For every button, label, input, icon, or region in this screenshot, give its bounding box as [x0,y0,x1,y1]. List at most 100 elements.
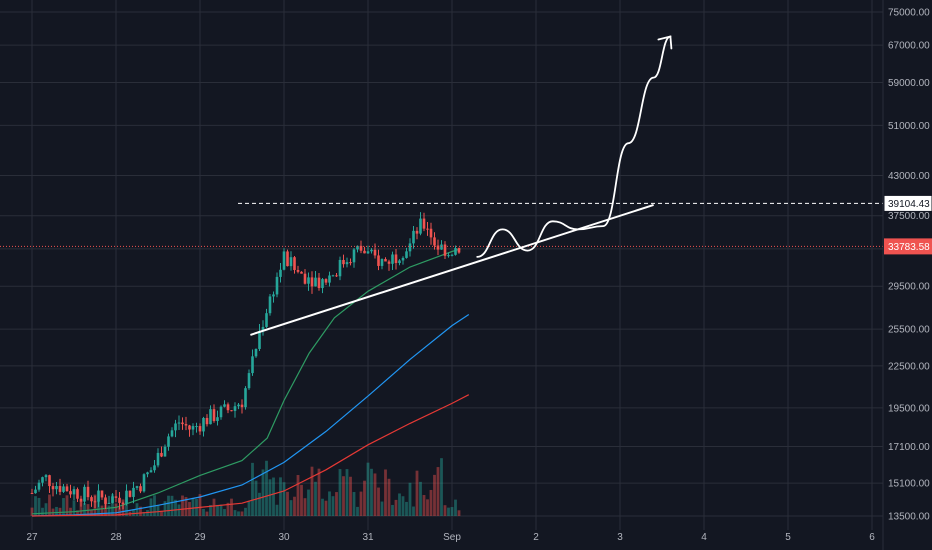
price-axis-label[interactable]: 25500.00 [888,325,930,336]
time-axis-label[interactable]: 3 [617,532,623,543]
candle-body [251,356,254,374]
price-axis-label[interactable]: 29500.00 [888,282,930,293]
volume-bar [282,482,286,516]
volume-bar [184,497,188,516]
candle-body [170,430,174,437]
candle-body [149,470,153,473]
candle-body [310,277,314,287]
time-axis-label[interactable]: 28 [110,532,122,543]
candle-body [377,255,380,266]
projection-path[interactable] [476,35,672,258]
candle-body [237,404,240,407]
volume-bar [300,484,303,516]
volume-bar [398,493,401,516]
candle-body [356,245,359,250]
volume-bar [366,462,370,516]
candle-body [226,404,230,411]
time-axis-label[interactable]: 5 [785,532,791,543]
candle-body [426,228,429,230]
candle-body [72,489,76,495]
volume-bar [44,503,48,516]
candle-body [440,244,443,250]
volume-bar [363,480,366,516]
volume-bar [258,492,261,516]
volume-bar [454,499,457,516]
volume-bar [261,469,265,516]
price-axis-label[interactable]: 37500.00 [888,211,930,222]
candle-body [244,388,247,408]
volume-bar [37,497,41,516]
volume-bar [230,498,233,516]
volume-bar [132,509,135,516]
volume-bar [167,495,170,516]
candle-body [408,243,412,252]
time-axis-label[interactable]: 2 [533,532,539,543]
time-axis-label[interactable]: 30 [278,532,290,543]
volume-bar [419,481,422,516]
candle-body [331,275,335,277]
candle-body [429,228,433,238]
candle-body [30,492,34,494]
volume-bar [48,494,51,516]
candle-body [83,486,86,502]
candle-body [139,486,142,492]
candle-body [44,475,48,478]
candle-body [76,489,79,499]
volume-bar [55,506,58,516]
price-axis-label[interactable]: 15100.00 [888,479,930,490]
volume-bar [223,509,226,516]
candle-body [401,257,405,261]
resistance-price-tag [883,194,932,212]
candle-body [405,251,408,258]
volume-bar [174,499,177,516]
candle-body [223,404,226,407]
price-axis[interactable]: 75000.00 67000.00 59000.00 51000.00 43000.00… [888,8,930,523]
price-axis-label[interactable]: 67000.00 [888,41,930,52]
time-axis-label[interactable]: 27 [26,532,38,543]
candle-body [415,230,419,234]
volume-bar [251,462,254,516]
volume-bar [97,500,100,516]
volume-bar [177,504,181,516]
volume-bar [219,504,223,516]
price-axis-label[interactable]: 22500.00 [888,361,930,372]
volume-bar [268,479,272,516]
moving-average-line [31,394,470,517]
price-axis-label[interactable]: 59000.00 [888,78,930,89]
price-axis-label[interactable]: 19500.00 [888,403,930,414]
candle-body [58,486,62,492]
volume-bar [72,500,76,516]
candle-body [422,218,426,229]
volume-bar [149,498,153,516]
volume-bar [293,496,296,516]
candle-body [156,452,160,466]
candle-body [55,486,58,490]
candle-body [335,275,338,277]
arrow-head-icon[interactable] [657,35,673,50]
candle-body [41,477,44,483]
candle-body [363,250,366,254]
time-axis[interactable]: 27 28 29 30 31 Sep 2 3 4 5 6 [26,532,875,543]
price-axis-label[interactable]: 17100.00 [888,442,930,453]
time-axis-label[interactable]: 6 [869,532,875,543]
candle-body [261,326,265,332]
price-axis-label[interactable]: 75000.00 [888,8,930,19]
last-price-label: 33783.58 [888,242,930,253]
price-axis-label[interactable]: 13500.00 [888,512,930,523]
candle-body [233,406,237,411]
time-axis-label[interactable]: 31 [362,532,374,543]
user-drawings[interactable] [0,35,883,336]
time-axis-label[interactable]: 29 [194,532,206,543]
price-axis-label[interactable]: 51000.00 [888,121,930,132]
volume-bar [275,504,279,516]
candle-body [342,259,345,265]
time-axis-label[interactable]: Sep [443,532,461,543]
price-axis-label[interactable]: 43000.00 [888,171,930,182]
candle-body [275,276,279,295]
support-trendline[interactable] [250,203,654,336]
volume-bar [111,494,114,516]
candle-body [114,496,118,498]
time-axis-label[interactable]: 4 [701,532,707,543]
volume-bar [90,509,93,516]
